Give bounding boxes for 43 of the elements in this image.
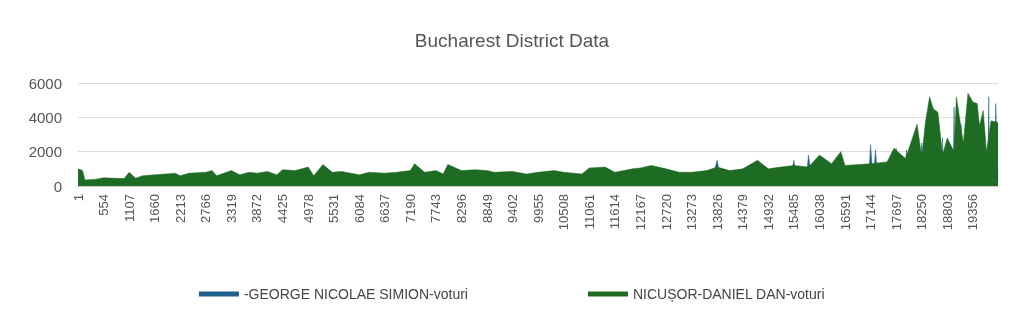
x-tick-label: 14379 (735, 194, 751, 231)
x-tick-label: 4978 (300, 194, 316, 223)
x-tick-label: 7743 (428, 194, 444, 223)
x-tick-label: 3872 (249, 194, 265, 223)
x-tick-label: 1660 (147, 194, 163, 223)
x-tick-label: 12720 (658, 194, 674, 231)
x-tick-label: 18250 (914, 194, 930, 231)
x-tick-label: 17144 (863, 194, 879, 231)
x-tick-label: 554 (96, 194, 112, 216)
x-tick-label: 10508 (556, 194, 572, 231)
x-tick-label: 7190 (402, 194, 418, 223)
x-tick-label: 9955 (530, 194, 546, 223)
x-tick-label: 18803 (939, 194, 955, 231)
x-tick-label: 16591 (837, 194, 853, 231)
x-tick-label: 9402 (505, 194, 521, 223)
x-tick-label: 11614 (607, 194, 623, 230)
chart-title: Bucharest District Data (414, 30, 610, 51)
y-tick-label: 4000 (28, 108, 62, 126)
x-tick-label: 12167 (632, 194, 648, 231)
x-tick-label: 1107 (121, 194, 137, 222)
x-tick-label: 1 (70, 194, 86, 202)
x-tick-label: 13826 (709, 194, 725, 231)
x-tick-label: 2766 (198, 194, 214, 223)
x-tick-label: 15485 (786, 194, 802, 231)
x-tick-label: 19356 (965, 194, 981, 231)
legend-label: -GEORGE NICOLAE SIMION-voturi (243, 286, 468, 302)
x-tick-label: 11061 (581, 194, 597, 230)
x-tick-label: 2213 (172, 194, 188, 223)
x-tick-label: 4425 (275, 194, 291, 223)
x-tick-label: 16038 (811, 194, 827, 231)
y-tick-label: 6000 (28, 74, 62, 92)
x-tick-label: 5531 (326, 194, 342, 223)
x-tick-label: 13273 (684, 194, 700, 231)
x-tick-label: 8296 (454, 194, 470, 223)
x-tick-label: 17697 (888, 194, 904, 231)
y-tick-label: 0 (53, 177, 62, 195)
x-tick-label: 3319 (223, 194, 239, 223)
x-tick-label: 8849 (479, 194, 495, 223)
y-tick-label: 2000 (28, 143, 62, 161)
x-tick-label: 6637 (377, 194, 393, 223)
x-tick-label: 14932 (760, 194, 776, 231)
legend-label: NICUȘOR-DANIEL DAN-voturi (632, 286, 825, 302)
x-tick-label: 6084 (351, 194, 367, 223)
